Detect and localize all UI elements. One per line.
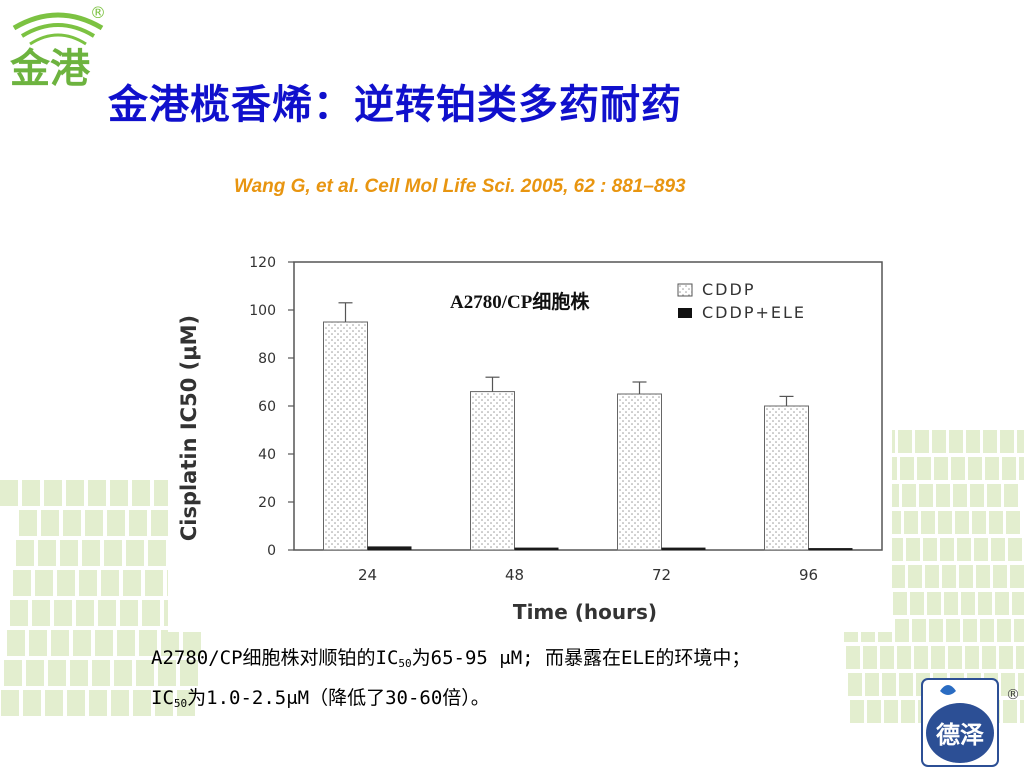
bar-cddp-ele: [661, 547, 706, 550]
bar-cddp-ele: [808, 548, 853, 551]
chart-annotation-cell-line: A2780/CP细胞株: [450, 290, 590, 313]
chart-legend: CDDP CDDP+ELE: [677, 280, 806, 322]
logo-left-text: 金港: [9, 46, 91, 92]
caption-line-1-part-a: A2780/CP细胞株对顺铂的IC: [151, 647, 399, 669]
caption-line-2: IC50为1.0-2.5μM（降低了30-60倍）。: [151, 681, 991, 721]
caption-line-2-part-a: IC: [151, 687, 174, 709]
x-tick-label: 72: [652, 566, 671, 584]
bar-cddp: [470, 391, 515, 551]
logo-right-text: 德泽: [936, 721, 984, 749]
legend-swatch-cddp: [677, 283, 693, 297]
y-tick-label: 120: [249, 255, 276, 271]
bar-cddp-ele: [514, 547, 559, 550]
chart-x-axis-label: Time (hours): [513, 600, 657, 624]
jingang-logo-icon: 金港 ®: [9, 3, 106, 92]
caption-line-1: A2780/CP细胞株对顺铂的IC50为65-95 μM; 而暴露在ELE的环境…: [151, 641, 991, 681]
legend-swatch-cddp-ele: [678, 308, 692, 318]
bar-cddp-ele: [367, 546, 412, 550]
x-tick-label: 24: [358, 566, 377, 584]
caption-line-1-subscript: 50: [398, 657, 412, 670]
legend-label-cddp-ele: CDDP+ELE: [702, 303, 806, 322]
caption-text: A2780/CP细胞株对顺铂的IC50为65-95 μM; 而暴露在ELE的环境…: [151, 641, 991, 721]
bar-cddp: [764, 405, 809, 551]
y-tick-label: 80: [258, 351, 276, 367]
logo-left-registered-mark: ®: [90, 3, 106, 22]
x-tick-label: 48: [505, 566, 524, 584]
y-tick-label: 40: [258, 447, 276, 463]
legend-label-cddp: CDDP: [702, 280, 755, 299]
ic50-bar-chart: 0 20 40 60 80 100 120 24 48 72 96 Cisplatin IC50 (…: [177, 255, 883, 624]
y-tick-label: 60: [258, 399, 276, 415]
y-tick-label: 100: [249, 303, 276, 319]
caption-line-2-subscript: 50: [173, 697, 188, 710]
chart-y-axis-label: Cisplatin IC50 (μM): [177, 315, 201, 541]
deze-logo-icon: 德泽 ®: [921, 678, 1020, 767]
bar-cddp: [617, 393, 662, 551]
brand-logo: 金港 ®: [0, 0, 116, 96]
y-tick-label: 0: [267, 543, 276, 559]
y-tick-label: 20: [258, 495, 276, 511]
page-title: 金港榄香烯：逆转铂类多药耐药: [108, 82, 682, 128]
caption-line-2-part-b: 为1.0-2.5μM（降低了30-60倍）。: [187, 687, 490, 709]
deze-logo: 德泽 ®: [920, 677, 1024, 768]
chart-panel: 0 20 40 60 80 100 120 24 48 72 96 Cisplatin IC50 (…: [168, 236, 892, 632]
citation-text: Wang G, et al. Cell Mol Life Sci. 2005, …: [234, 176, 686, 197]
logo-right-registered-mark: ®: [1006, 687, 1020, 703]
caption-line-1-part-b: 为65-95 μM; 而暴露在ELE的环境中；: [411, 647, 751, 669]
bar-cddp: [323, 321, 368, 551]
x-tick-label: 96: [799, 566, 818, 584]
